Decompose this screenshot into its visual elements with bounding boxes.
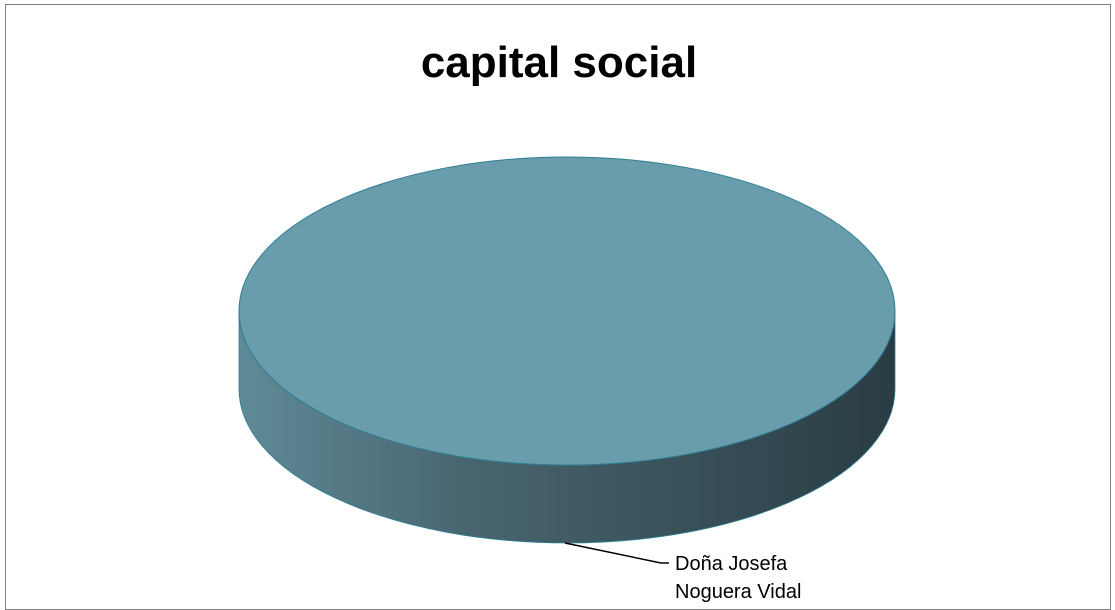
labels-layer: Doña Josefa Noguera Vidal	[564, 542, 801, 603]
slice-top-0	[238, 156, 896, 466]
leader-line-0	[564, 542, 669, 564]
slice-label-0: Doña Josefa Noguera Vidal	[675, 553, 801, 603]
slice-label-line: Noguera Vidal	[675, 581, 801, 603]
slices-layer	[238, 156, 896, 544]
pie-chart: Doña Josefa Noguera Vidal	[238, 156, 896, 603]
chart-title: capital social	[420, 38, 698, 87]
slice-label-line: Doña Josefa	[675, 553, 788, 575]
chart-frame: capital social Doña Josefa Noguera Vidal	[5, 4, 1111, 610]
